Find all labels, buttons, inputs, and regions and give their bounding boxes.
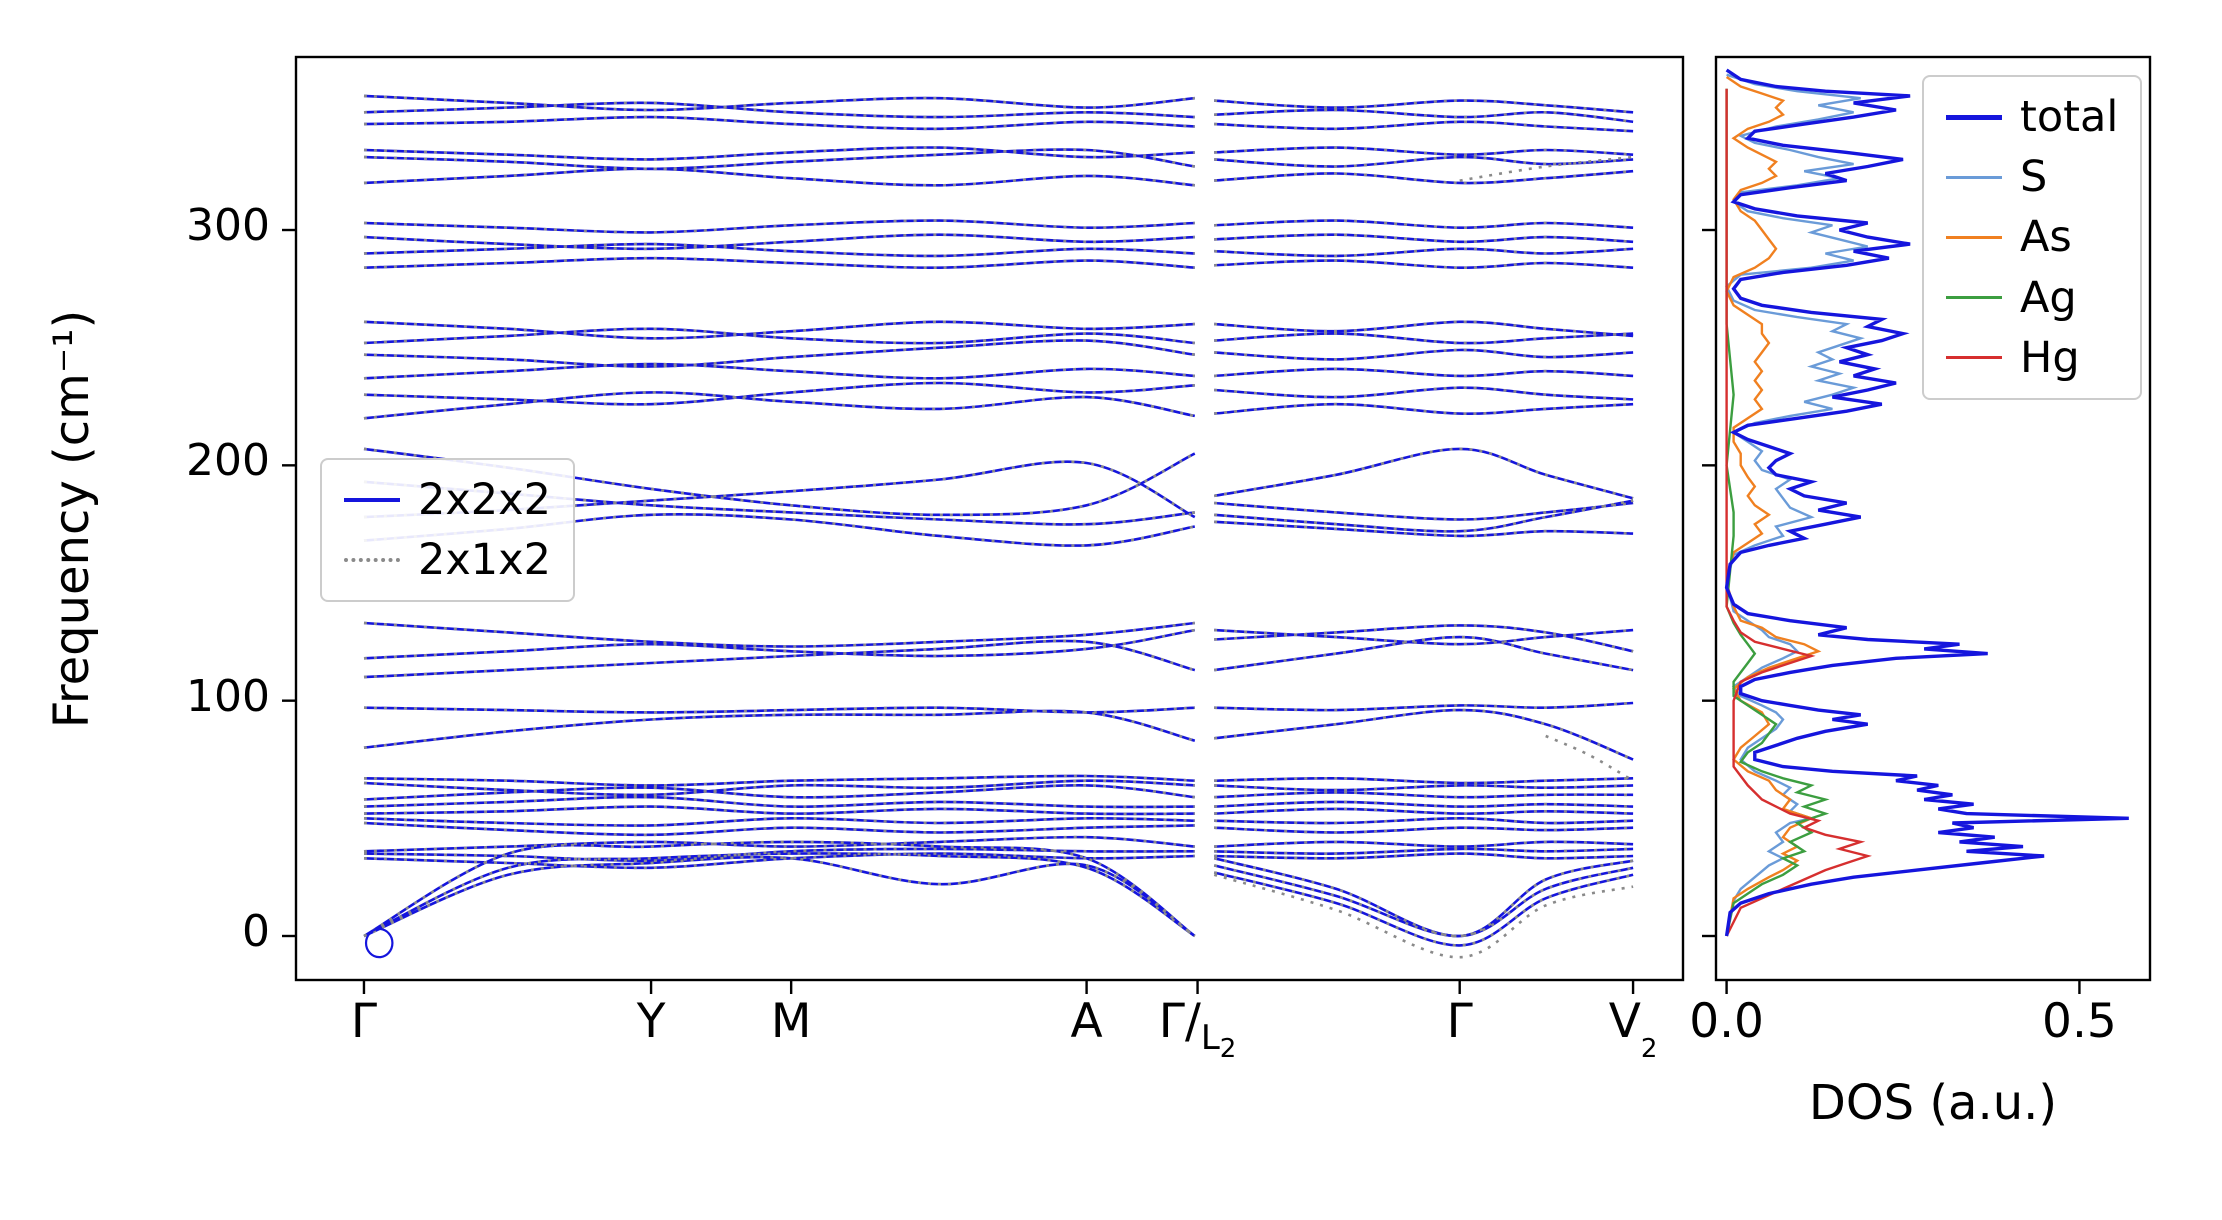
- dos-axis-label: DOS (a.u.): [1808, 1075, 2058, 1131]
- dos-series-total: [1724, 68, 2129, 937]
- k-label-sub: L: [1200, 1018, 1220, 1058]
- k-label-main: M: [770, 994, 812, 1049]
- k-point-label: Y: [637, 994, 666, 1049]
- k-point-label: M: [771, 994, 812, 1049]
- legend-entry: S: [1946, 147, 2118, 207]
- y-tick-label: 0: [242, 906, 270, 957]
- k-label-main: Γ/: [1158, 994, 1201, 1049]
- panel-frames: [294, 55, 2152, 982]
- dos-series-Hg: [1725, 88, 1872, 937]
- dos-curves: [1724, 68, 2129, 937]
- legend-entry: 2x2x2: [344, 470, 551, 530]
- legend-label: 2x1x2: [418, 535, 551, 586]
- dos-x-tick-label: 0.5: [2042, 994, 2117, 1049]
- k-label-main: Y: [636, 994, 666, 1049]
- legend-line-swatch: [1946, 356, 2002, 360]
- y-tick-label: 300: [186, 200, 270, 251]
- k-label-main: Γ: [350, 994, 378, 1049]
- legend-label: 2x2x2: [418, 475, 551, 525]
- frequency-axis-label: Frequency (cm⁻¹): [44, 309, 100, 728]
- k-label-main: V: [1608, 994, 1641, 1049]
- k-point-label: A: [1071, 994, 1103, 1049]
- band-curves-2x1x2: [363, 94, 1634, 959]
- legend-line-swatch: [344, 498, 400, 503]
- y-tick-label: 200: [186, 435, 270, 487]
- legend-label: Ag: [2020, 272, 2077, 323]
- legend-label: S: [2020, 152, 2048, 203]
- legend-label: Hg: [2020, 332, 2080, 383]
- dos-panel-legend: total S As Ag Hg: [1922, 75, 2143, 400]
- tick-marks: [282, 228, 2081, 994]
- legend-line-swatch: [1946, 235, 2002, 239]
- k-label-subscript: 2: [1219, 1034, 1237, 1064]
- k-point-label: Γ: [351, 994, 377, 1049]
- k-label-subscript: 2: [1640, 1034, 1658, 1064]
- k-point-label: Γ: [1447, 994, 1473, 1049]
- dos-x-tick-label: 0.0: [1689, 994, 1764, 1049]
- legend-entry: Hg: [1946, 328, 2118, 388]
- legend-entry: 2x1x2: [344, 530, 551, 590]
- legend-entry: As: [1946, 207, 2118, 267]
- dos-series-As: [1725, 76, 1822, 937]
- k-label-main: A: [1070, 994, 1103, 1049]
- legend-entry: total: [1946, 87, 2118, 147]
- k-point-label: Γ/L2: [1159, 994, 1237, 1064]
- y-tick-label: 100: [186, 670, 270, 722]
- legend-label: total: [2020, 92, 2119, 142]
- k-point-label: V2: [1609, 994, 1658, 1064]
- k-label-main: Γ: [1446, 994, 1473, 1049]
- legend-line-swatch: [1946, 296, 2002, 300]
- legend-line-swatch: [1946, 175, 2002, 179]
- dos-series-S: [1725, 73, 1868, 937]
- legend-line-swatch: [1946, 114, 2002, 120]
- soft-mode-loop: [364, 927, 394, 959]
- legend-label: As: [2020, 212, 2072, 263]
- band-panel-legend: 2x2x2 2x1x2: [320, 458, 575, 603]
- legend-entry: Ag: [1946, 268, 2118, 328]
- legend-line-swatch: [344, 558, 400, 563]
